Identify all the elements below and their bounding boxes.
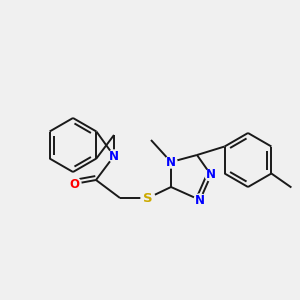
Circle shape	[194, 194, 206, 206]
Circle shape	[108, 150, 120, 162]
Circle shape	[165, 156, 177, 168]
Circle shape	[141, 191, 155, 205]
Text: O: O	[69, 178, 79, 190]
Text: N: N	[166, 155, 176, 169]
Text: N: N	[206, 169, 216, 182]
Text: N: N	[109, 149, 119, 163]
Circle shape	[205, 169, 217, 181]
Circle shape	[67, 177, 81, 191]
Text: S: S	[143, 191, 153, 205]
Text: N: N	[195, 194, 205, 206]
